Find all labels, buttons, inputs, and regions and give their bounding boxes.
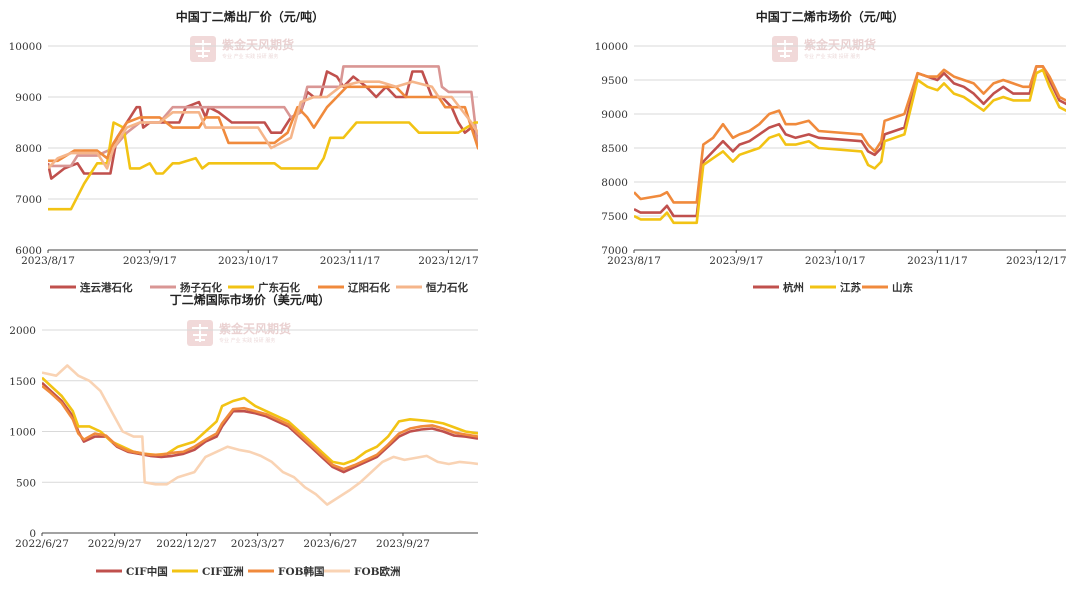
x-tick-label: 2023/12/17 <box>1006 255 1067 267</box>
legend-label: CIF中国 <box>126 565 168 578</box>
y-tick-label: 8000 <box>601 177 628 189</box>
series-group <box>634 65 1066 225</box>
x-tick-label: 2023/9/17 <box>123 255 177 267</box>
watermark-text: 紫金天风期货 <box>804 37 876 52</box>
series-group <box>42 364 478 506</box>
y-tick-label: 9500 <box>601 75 628 87</box>
legend-label: FOB欧洲 <box>354 565 400 578</box>
y-tick-label: 0 <box>29 528 36 540</box>
watermark-seal-glyph <box>777 40 793 58</box>
y-tick-label: 1000 <box>9 427 36 439</box>
x-tick-label: 2023/11/17 <box>907 255 968 267</box>
chart-title: 中国丁二烯市场价（元/吨） <box>756 9 904 24</box>
watermark-subtext: 专业 产业 实践 投研 服务 <box>804 53 860 60</box>
x-tick-label: 2022/12/27 <box>156 538 217 550</box>
series-line-2 <box>48 65 478 168</box>
watermark-subtext: 专业 产业 实践 投研 服务 <box>222 53 278 60</box>
x-tick-label: 2022/9/27 <box>88 538 142 550</box>
x-tick-label: 2023/8/17 <box>607 255 661 267</box>
legend-label: FOB韩国 <box>278 565 324 578</box>
legend-label: 广东石化 <box>258 281 300 294</box>
y-tick-label: 9000 <box>15 92 42 104</box>
legend-label: 山东 <box>892 281 913 294</box>
x-tick-label: 2023/10/17 <box>218 255 279 267</box>
series-line-4 <box>42 364 478 506</box>
legend-label: 辽阳石化 <box>348 281 390 294</box>
watermark-seal-glyph <box>195 40 211 58</box>
y-tick-label: 8000 <box>15 143 42 155</box>
chart-title: 中国丁二烯出厂价（元/吨） <box>176 9 324 24</box>
y-tick-label: 7500 <box>601 211 628 223</box>
y-tick-label: 8500 <box>601 143 628 155</box>
series-line-2 <box>42 376 478 466</box>
legend-label: 杭州 <box>783 281 804 294</box>
x-tick-label: 2023/9/17 <box>709 255 763 267</box>
y-tick-label: 10000 <box>9 41 42 53</box>
x-tick-label: 2023/12/17 <box>418 255 479 267</box>
legend-label: 连云港石化 <box>80 281 133 294</box>
series-group <box>48 65 478 211</box>
series-line-4 <box>48 85 478 163</box>
series-line-2 <box>634 68 1066 225</box>
series-line-3 <box>42 384 478 471</box>
x-tick-label: 2023/10/17 <box>805 255 866 267</box>
y-tick-label: 10000 <box>595 41 628 53</box>
watermark-text: 紫金天风期货 <box>219 321 291 336</box>
watermark-text: 紫金天风期货 <box>222 37 294 52</box>
watermark-subtext: 专业 产业 实践 投研 服务 <box>219 337 275 344</box>
x-tick-label: 2022/6/27 <box>15 538 69 550</box>
x-tick-label: 2023/8/17 <box>21 255 75 267</box>
series-line-3 <box>634 65 1066 204</box>
y-tick-label: 2000 <box>9 325 36 337</box>
y-tick-label: 7000 <box>15 194 42 206</box>
x-tick-label: 2023/6/27 <box>303 538 357 550</box>
series-line-5 <box>48 80 478 170</box>
watermark-seal-glyph <box>192 324 208 342</box>
x-tick-label: 2023/9/27 <box>376 538 430 550</box>
chart-title: 丁二烯国际市场价（美元/吨） <box>170 292 330 307</box>
y-tick-label: 500 <box>16 477 36 489</box>
legend-label: 江苏 <box>840 281 861 294</box>
x-tick-label: 2023/11/17 <box>320 255 381 267</box>
y-tick-label: 1500 <box>9 376 36 388</box>
legend-label: CIF亚洲 <box>202 566 244 578</box>
y-tick-label: 7000 <box>601 245 628 257</box>
legend-label: 恒力石化 <box>426 281 468 294</box>
x-tick-label: 2023/3/27 <box>231 538 285 550</box>
legend-label: 扬子石化 <box>180 281 222 294</box>
series-line-3 <box>48 121 478 211</box>
y-tick-label: 9000 <box>601 109 628 121</box>
y-tick-label: 6000 <box>15 245 42 257</box>
series-line-1 <box>48 70 478 180</box>
